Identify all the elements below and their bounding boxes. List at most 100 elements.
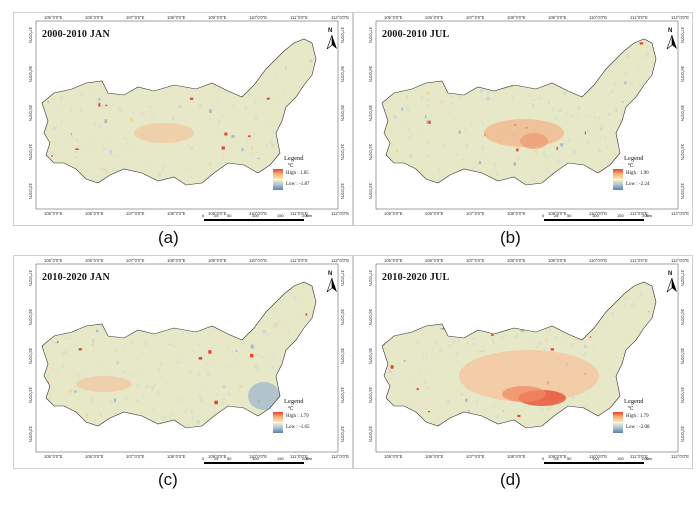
- map-pixel: [203, 317, 207, 321]
- map-pixel: [74, 390, 77, 393]
- map-pixel: [490, 60, 494, 62]
- map-pixel: [172, 116, 175, 120]
- map-pixel: [196, 420, 200, 424]
- scale-tick-label: 50: [227, 456, 232, 461]
- map-pixel: [444, 293, 447, 296]
- map-pixel: [499, 348, 502, 350]
- map-pixel: [172, 115, 174, 117]
- map-pixel: [435, 340, 438, 345]
- map-pixel: [656, 96, 658, 100]
- map-pixel: [275, 325, 279, 328]
- legend-high-swatch: [273, 169, 283, 179]
- map-pixel: [271, 143, 275, 147]
- map-pixel: [66, 338, 68, 341]
- legend-high-swatch: [613, 412, 623, 422]
- map-pixel: [470, 123, 472, 127]
- legend-low-value: Low : -2.24: [626, 182, 650, 187]
- longitude-label: 110°0'0"E: [249, 454, 268, 459]
- map-pixel: [285, 141, 288, 145]
- map-pixel: [463, 311, 465, 314]
- map-pixel: [191, 349, 196, 352]
- map-pixel: [399, 84, 402, 87]
- map-pixel: [543, 348, 546, 352]
- map-pixel: [203, 91, 205, 93]
- map-pixel: [114, 40, 118, 43]
- map-pixel: [621, 100, 625, 104]
- north-label: N: [668, 271, 673, 277]
- map-pixel: [548, 294, 551, 296]
- map-pixel: [78, 296, 81, 301]
- map-pixel: [75, 150, 78, 153]
- map-pixel: [174, 418, 177, 421]
- map-pixel: [495, 65, 497, 69]
- map-pixel: [108, 370, 111, 372]
- map-pixel: [487, 310, 491, 312]
- map-pixel: [154, 114, 156, 117]
- map-pixel: [239, 385, 242, 389]
- latitude-label: 33°0'0"N: [28, 183, 33, 200]
- map-pixel: [215, 45, 217, 48]
- map-pixel: [597, 46, 601, 49]
- map-pixel: [388, 367, 391, 371]
- map-pixel: [227, 365, 230, 369]
- map-pixel: [155, 55, 158, 57]
- map-pixel: [221, 288, 223, 292]
- map-pixel: [307, 315, 311, 320]
- map-pixel: [96, 99, 100, 104]
- map-pixel: [517, 189, 521, 192]
- map-pixel: [221, 398, 226, 401]
- map-pixel: [285, 287, 287, 291]
- map-pixel: [457, 340, 460, 344]
- map-pixel: [89, 90, 91, 93]
- map-pixel: [104, 119, 108, 123]
- map-pixel: [455, 154, 459, 156]
- study-region: [42, 39, 316, 185]
- map-pixel: [68, 337, 72, 340]
- map-pixel: [254, 345, 256, 350]
- map-pixel: [625, 296, 628, 300]
- map-pixel: [508, 414, 510, 416]
- map-pixel: [169, 42, 171, 44]
- map-pixel: [531, 340, 533, 343]
- map-pixel: [404, 288, 407, 291]
- map-pixel: [558, 109, 562, 112]
- map-pixel: [495, 414, 499, 419]
- map-pixel: [109, 41, 112, 44]
- map-pixel: [572, 320, 575, 323]
- map-pixel: [43, 297, 45, 299]
- region-boundary: [381, 281, 657, 429]
- map-pixel: [632, 302, 635, 306]
- map-pixel: [185, 424, 187, 427]
- map-pixel: [221, 308, 226, 311]
- map-pixel: [156, 306, 158, 309]
- map-pixel: [472, 337, 475, 341]
- map-pixel: [428, 411, 430, 413]
- scale-tick-label: 50: [567, 456, 572, 461]
- map-pixel: [550, 297, 552, 300]
- map-pixel: [575, 425, 577, 428]
- longitude-label: 106°0'0"E: [425, 454, 444, 459]
- map-pixel: [604, 136, 607, 141]
- map-pixel: [412, 83, 414, 86]
- map-pixel: [273, 354, 276, 357]
- map-pixel: [612, 285, 615, 287]
- map-pixel: [606, 418, 609, 420]
- map-pixel: [79, 108, 83, 112]
- latitude-label: 34°0'0"N: [368, 144, 373, 161]
- map-pixel: [125, 415, 127, 420]
- map-pixel: [403, 360, 406, 362]
- map-pixel: [519, 289, 523, 293]
- map-pixel: [459, 93, 463, 98]
- legend-high-value: High : 1.79: [286, 414, 309, 419]
- map-pixel: [50, 325, 53, 328]
- map-pixel: [143, 76, 147, 79]
- map-pixel: [483, 408, 486, 411]
- map-pixel: [178, 104, 182, 108]
- map-pixel: [275, 71, 277, 75]
- map-pixel: [426, 120, 429, 124]
- map-pixel: [484, 156, 488, 158]
- map-pixel: [498, 309, 500, 313]
- latitude-label: 35°0'0"N: [680, 348, 685, 365]
- map-frame: [35, 20, 339, 210]
- map-pixel: [70, 108, 73, 111]
